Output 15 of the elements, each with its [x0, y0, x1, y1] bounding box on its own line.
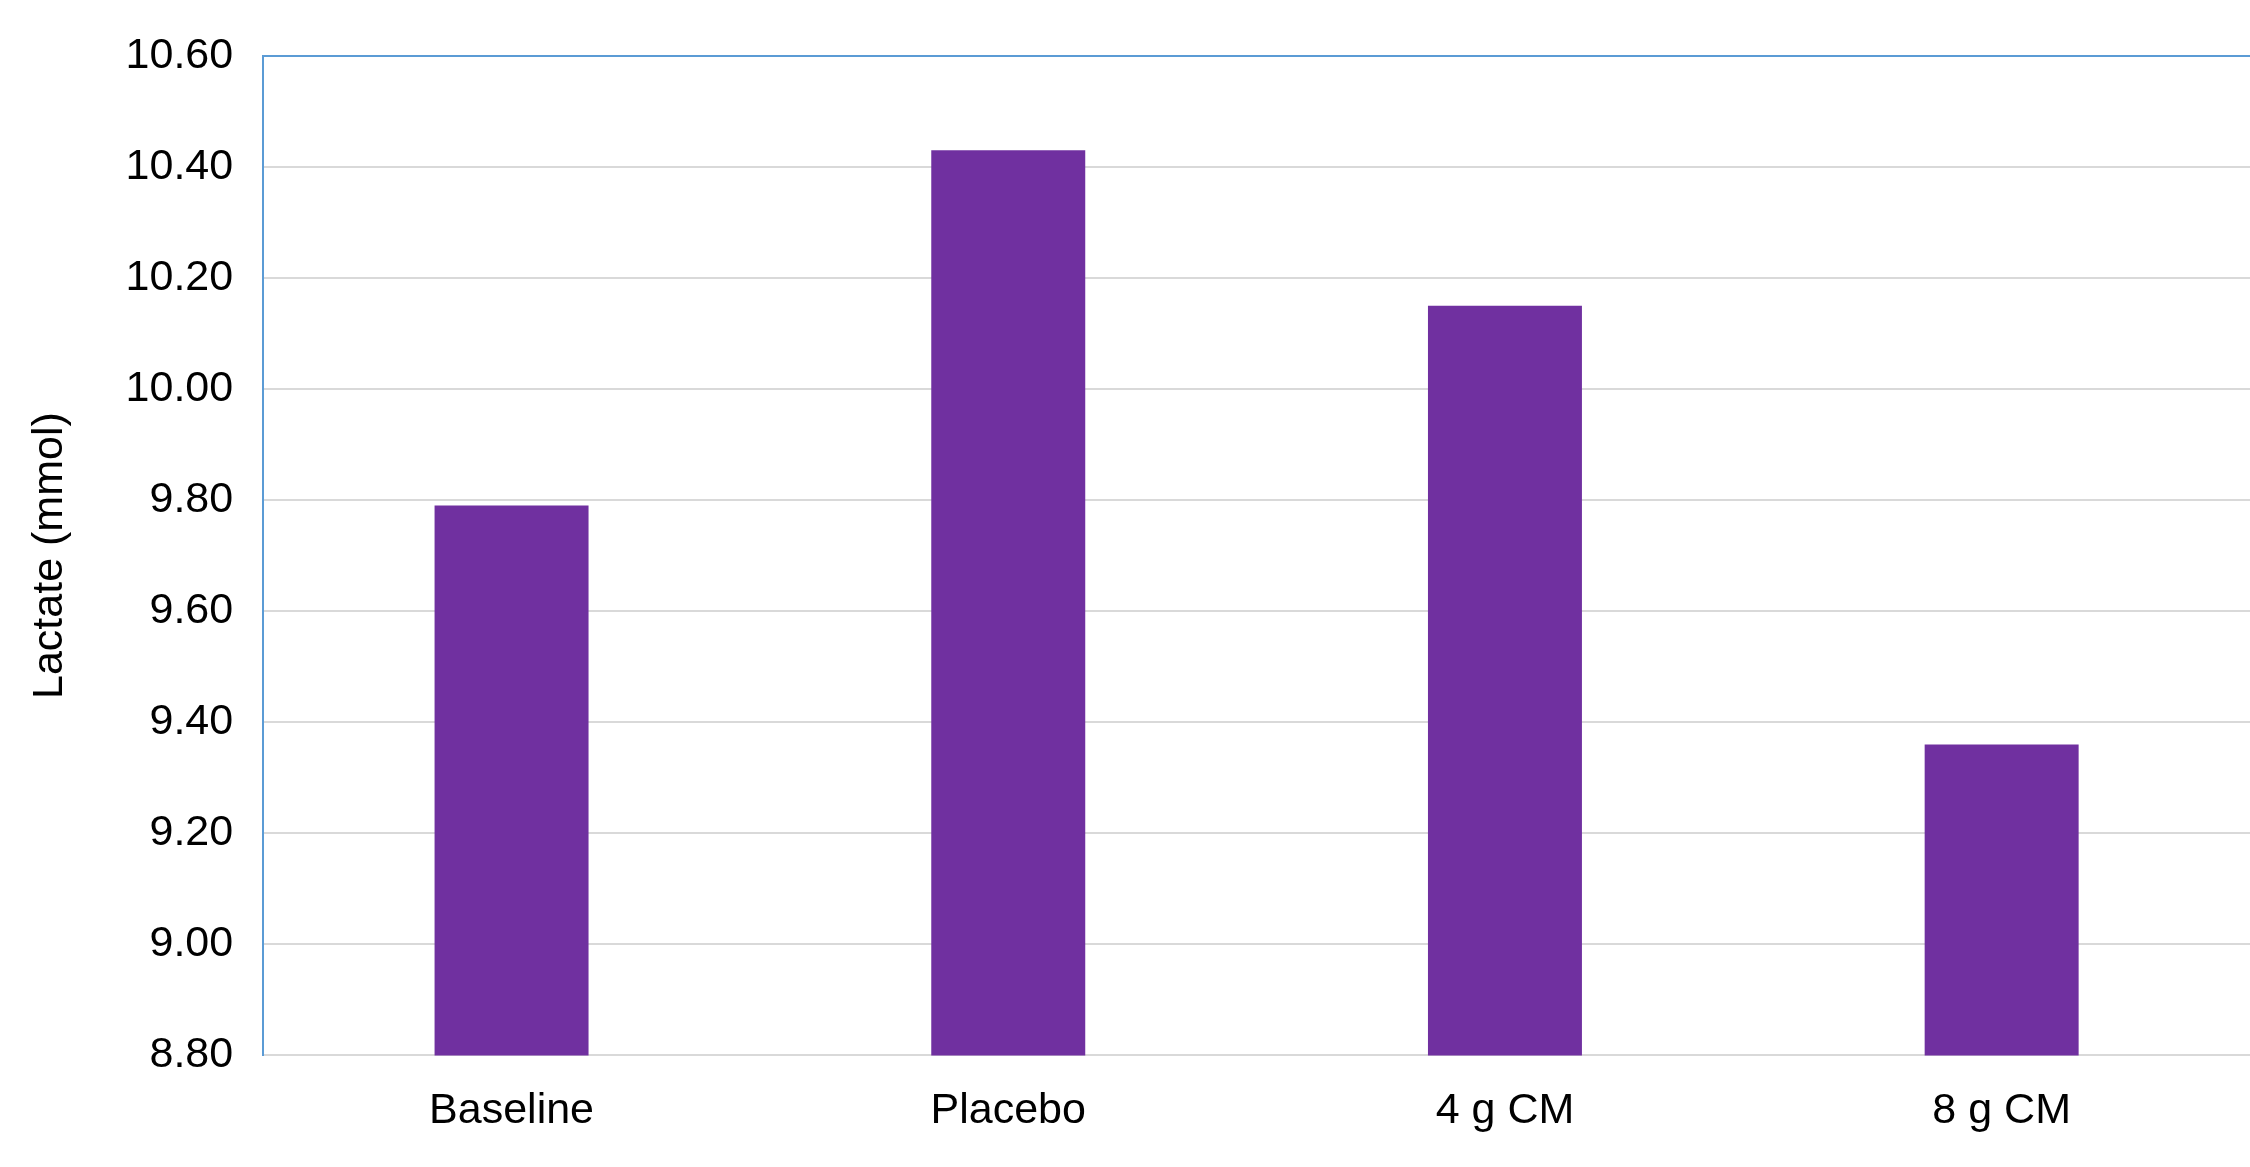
y-tick-label: 9.20 — [149, 806, 234, 855]
x-tick-label: Baseline — [429, 1084, 595, 1133]
y-tick-label: 10.60 — [125, 28, 234, 77]
y-tick-label: 9.40 — [149, 695, 234, 744]
x-tick-label: Placebo — [930, 1084, 1086, 1133]
y-tick-label: 10.40 — [125, 139, 234, 188]
x-tick-label: 4 g CM — [1435, 1084, 1575, 1133]
y-tick-label: 9.80 — [149, 472, 234, 521]
y-tick-label: 10.20 — [125, 250, 234, 299]
y-tick-label: 9.60 — [149, 583, 234, 632]
x-tick-label: 8 g CM — [1932, 1084, 2071, 1133]
y-axis-title: Lactate (mmol) — [22, 412, 71, 699]
y-tick-label: 8.80 — [149, 1028, 234, 1077]
y-tick-label: 10.00 — [125, 361, 234, 410]
y-tick-label: 9.00 — [149, 917, 234, 966]
